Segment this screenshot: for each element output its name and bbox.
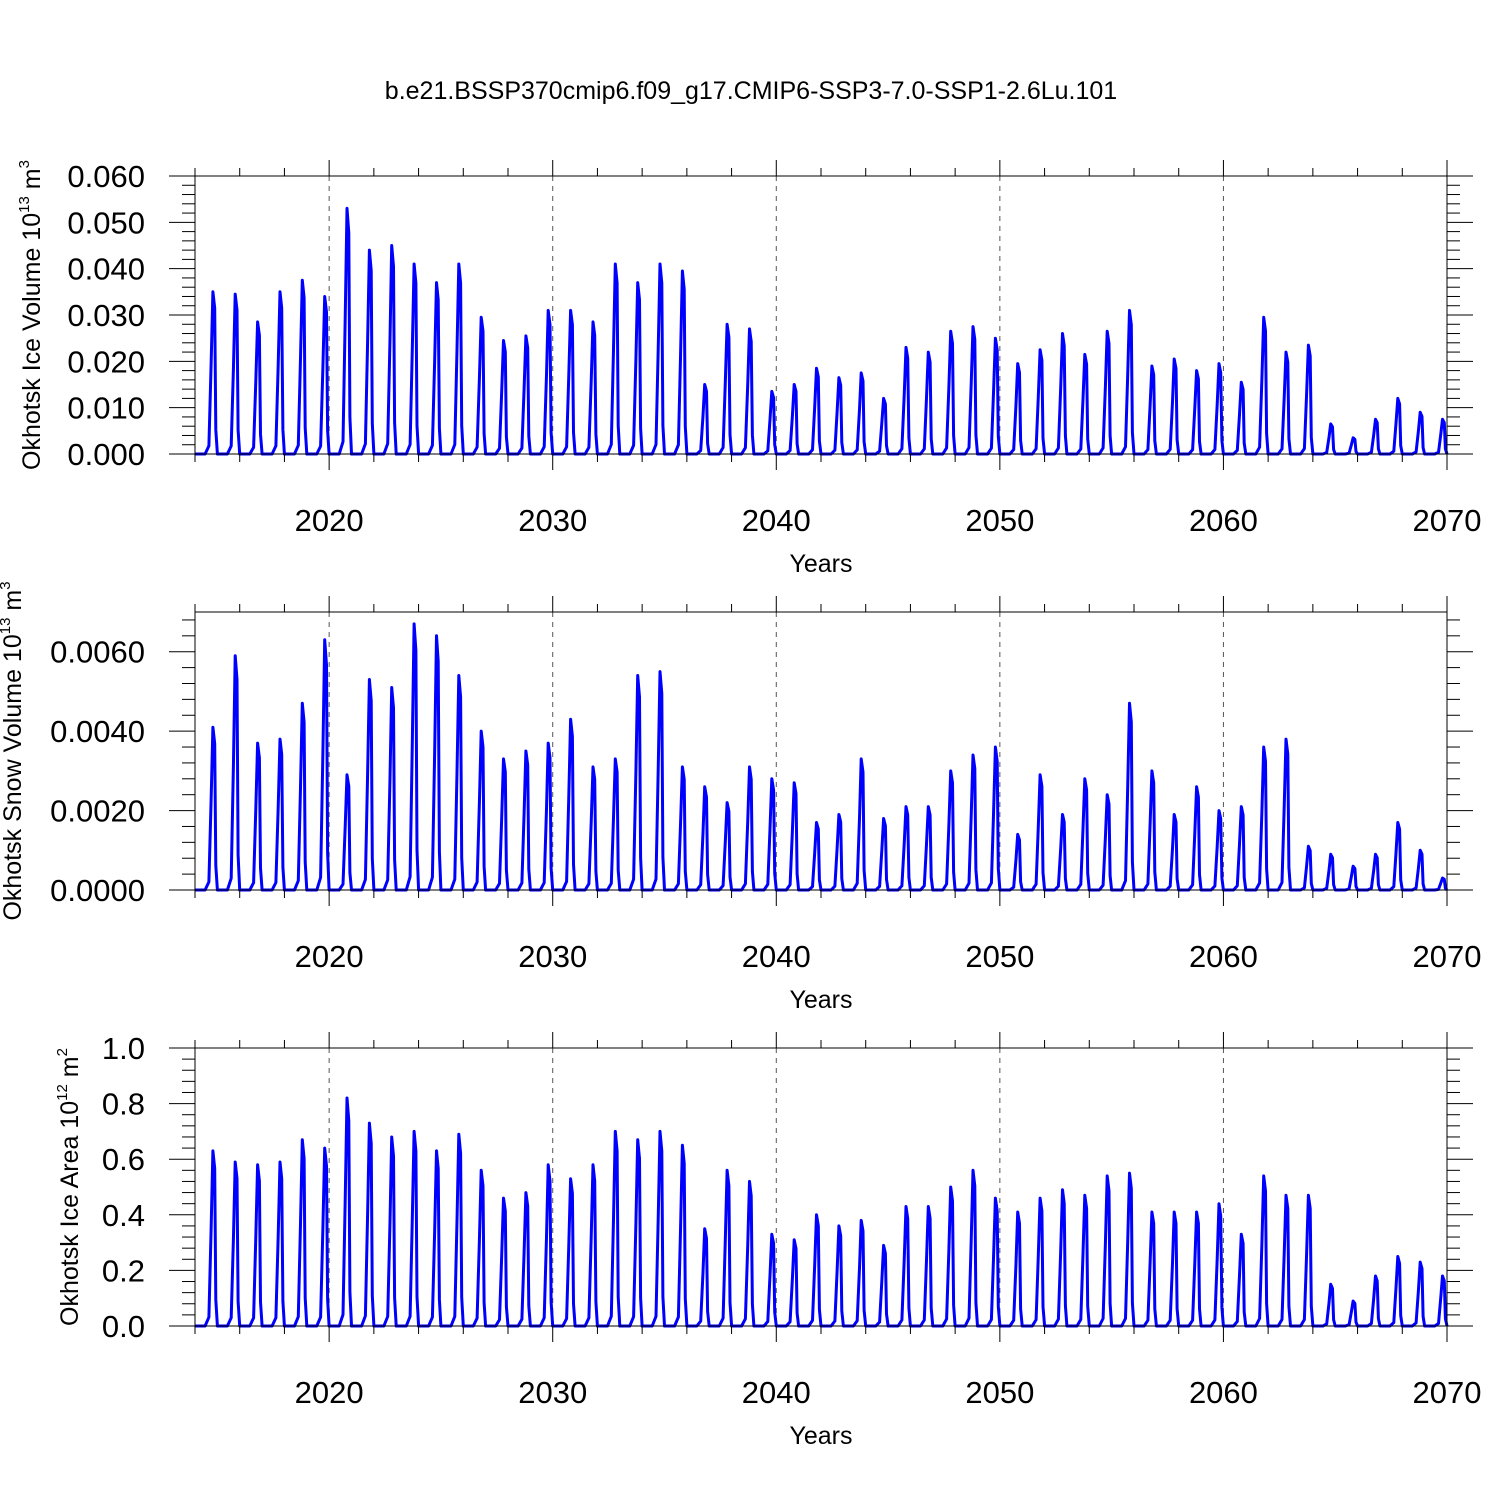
y-tick-label: 0.0020 (50, 794, 145, 829)
y-axis-label-text: Okhotsk Ice Area 10 (56, 1101, 84, 1326)
x-tick-label: 2040 (742, 503, 811, 538)
y-axis-label-unit: m (56, 1056, 84, 1084)
y-tick-label: 0.050 (67, 205, 145, 240)
y-axis-label: Okhotsk Snow Volume 1013 m3 (0, 581, 27, 920)
y-axis-label-unit: m (18, 168, 46, 196)
y-axis-label-exp: 12 (54, 1084, 71, 1101)
y-tick-label: 0.010 (67, 391, 145, 426)
y-axis-label-unit: m (0, 590, 27, 618)
x-tick-label: 2060 (1189, 939, 1258, 974)
x-tick-label: 2040 (742, 939, 811, 974)
y-tick-label: 0.2 (102, 1253, 145, 1288)
x-tick-label: 2050 (965, 939, 1034, 974)
y-tick-label: 0.6 (102, 1142, 145, 1177)
x-tick-label: 2020 (295, 1375, 364, 1410)
y-tick-label: 0.0040 (50, 714, 145, 749)
y-axis-label-unit-exp: 2 (54, 1048, 71, 1056)
panels: 2020 2030 2040 2050 2060 2070 0.000 0.010 0.020 0… (0, 159, 1481, 1450)
x-tick-label: 2070 (1413, 503, 1482, 538)
x-tick-label: 2020 (295, 939, 364, 974)
y-axis-label-unit-exp: 3 (0, 581, 14, 589)
y-axis-label-text: Okhotsk Snow Volume 10 (0, 634, 27, 920)
x-tick-label: 2070 (1413, 1375, 1482, 1410)
x-tick-label: 2030 (518, 503, 587, 538)
y-tick-label: 0.8 (102, 1087, 145, 1122)
y-tick-label: 0.4 (102, 1198, 145, 1233)
x-tick-label: 2050 (965, 1375, 1034, 1410)
y-tick-label: 0.000 (67, 437, 145, 472)
x-axis-label: Years (789, 986, 852, 1014)
x-tick-label: 2040 (742, 1375, 811, 1410)
y-tick-label: 0.0000 (50, 873, 145, 908)
y-axis-label: Okhotsk Ice Area 1012 m2 (54, 1048, 84, 1326)
chart-panel-1: 2020 2030 2040 2050 2060 2070 0.000 0.010 0.020 0… (16, 159, 1481, 578)
x-tick-label: 2060 (1189, 503, 1258, 538)
y-tick-label: 0.040 (67, 252, 145, 287)
y-axis-label-exp: 13 (0, 618, 14, 635)
y-axis-label-exp: 13 (16, 196, 33, 213)
x-axis-label: Years (789, 550, 852, 578)
y-axis-label: Okhotsk Ice Volume 1013 m3 (16, 160, 46, 470)
y-tick-label: 1.0 (102, 1031, 145, 1066)
chart-panel-2: 2020 2030 2040 2050 2060 2070 0.0000 0.0020 0.00… (0, 581, 1481, 1014)
x-tick-label: 2070 (1413, 939, 1482, 974)
y-axis-label-text: Okhotsk Ice Volume 10 (18, 213, 46, 470)
figure-title: b.e21.BSSP370cmip6.f09_g17.CMIP6-SSP3-7.… (385, 77, 1117, 105)
x-tick-label: 2030 (518, 1375, 587, 1410)
x-tick-label: 2030 (518, 939, 587, 974)
y-axis-label-unit-exp: 3 (16, 160, 33, 168)
x-tick-label: 2050 (965, 503, 1034, 538)
y-tick-label: 0.0 (102, 1309, 145, 1344)
y-tick-label: 0.0060 (50, 635, 145, 670)
y-tick-label: 0.030 (67, 298, 145, 333)
y-tick-label: 0.060 (67, 159, 145, 194)
x-tick-label: 2020 (295, 503, 364, 538)
x-axis-label: Years (789, 1422, 852, 1450)
chart-panel-3: 2020 2030 2040 2050 2060 2070 0.0 0.2 0.4 0.6 0.8 1… (54, 1031, 1481, 1450)
y-tick-label: 0.020 (67, 344, 145, 379)
x-tick-label: 2060 (1189, 1375, 1258, 1410)
